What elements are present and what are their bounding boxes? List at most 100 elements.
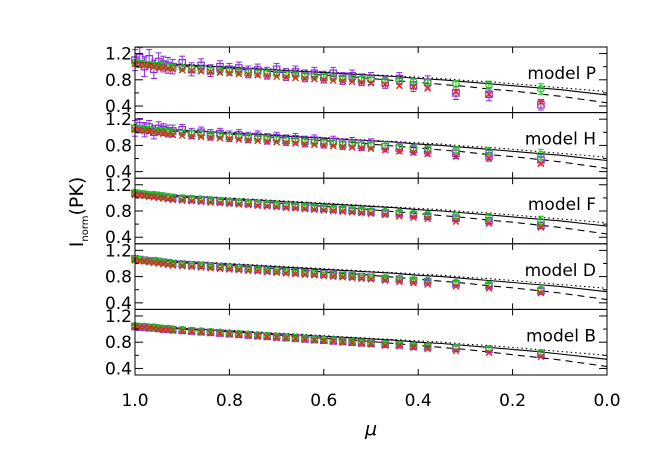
data-point-cross — [301, 336, 309, 344]
panel-4: 1.2 0.8 0.4 model B — [105, 307, 608, 379]
data-point-cross — [188, 132, 196, 140]
panel-3: 1.2 0.8 0.4 model D — [105, 241, 608, 314]
data-point-cross — [367, 210, 375, 218]
data-point-square — [485, 90, 493, 99]
panel-2: 1.2 0.8 0.4 model F — [105, 176, 608, 248]
data-point-circle — [225, 329, 234, 337]
y-tick-label: 1.2 — [105, 176, 132, 196]
data-point-cross — [395, 342, 403, 350]
data-point-cross — [254, 137, 262, 145]
y-tick-label: 0.8 — [105, 333, 132, 353]
x-tick-label: 0.6 — [310, 391, 337, 411]
data-point-cross — [169, 65, 177, 73]
data-point-circle — [485, 213, 493, 221]
data-point-circle — [348, 272, 356, 280]
x-tick-label: 1.0 — [121, 391, 148, 411]
data-point-circle — [253, 265, 262, 274]
data-point-cross — [291, 74, 299, 82]
data-point-circle — [216, 328, 224, 337]
data-point-circle — [537, 150, 545, 159]
data-point-cross — [339, 143, 347, 151]
data-point-cross — [216, 265, 224, 273]
data-point-cross — [381, 211, 389, 219]
data-point-cross — [537, 353, 545, 361]
data-point-circle — [310, 335, 319, 343]
data-point-cross — [291, 270, 299, 278]
y-tick-label: 0.4 — [105, 97, 132, 117]
data-point-cross — [329, 142, 337, 150]
data-point-cross — [310, 141, 318, 149]
data-point-cross — [301, 74, 309, 82]
data-point-cross — [358, 144, 366, 152]
data-point-cross — [169, 196, 177, 204]
x-axis-title: μ — [364, 418, 377, 440]
data-point-cross — [197, 133, 205, 141]
data-point-cross — [282, 334, 290, 342]
data-point-circle — [244, 330, 253, 339]
data-point-cross — [235, 200, 243, 208]
data-point-circle — [291, 333, 300, 342]
data-point-cross — [424, 215, 432, 223]
data-point-circle — [197, 327, 205, 335]
data-point-cross — [367, 275, 375, 283]
data-point-cross — [235, 331, 243, 339]
data-point-circle — [537, 85, 545, 93]
data-point-circle — [187, 260, 196, 269]
panel-label: model H — [525, 130, 596, 150]
panel-label: model B — [526, 326, 596, 346]
data-point-cross — [409, 279, 417, 287]
data-point-circle — [282, 267, 290, 276]
data-point-cross — [424, 345, 432, 353]
data-point-cross — [537, 289, 545, 297]
data-point-cross — [409, 149, 417, 157]
data-point-circle — [197, 261, 205, 270]
data-point-cross — [310, 206, 318, 214]
data-point-cross — [244, 267, 252, 275]
data-point-circle — [485, 147, 493, 156]
data-point-cross — [381, 277, 389, 285]
data-point-cross — [381, 146, 389, 154]
data-point-cross — [263, 202, 271, 210]
data-point-circle — [253, 331, 262, 339]
data-point-cross — [188, 67, 196, 75]
data-point-cross — [329, 207, 337, 215]
data-point-cross — [348, 274, 356, 282]
data-point-circle — [244, 68, 253, 77]
data-point-cross — [207, 134, 215, 142]
data-point-circle — [329, 336, 338, 345]
data-point-cross — [207, 329, 215, 337]
data-point-cross — [329, 273, 337, 281]
panel-label: model D — [525, 261, 596, 281]
data-point-circle — [187, 326, 196, 335]
data-point-cross — [235, 266, 243, 274]
data-point-cross — [254, 267, 262, 275]
x-tick-label: 0.8 — [216, 391, 243, 411]
data-point-circle — [395, 142, 404, 151]
data-point-circle — [178, 260, 187, 268]
data-point-cross — [178, 197, 186, 204]
data-point-cross — [244, 332, 252, 340]
data-point-circle — [206, 262, 215, 270]
data-point-square — [452, 89, 460, 97]
data-point-cross — [320, 272, 328, 280]
data-point-cross — [273, 203, 281, 211]
data-point-circle — [206, 327, 215, 336]
data-point-cross — [216, 134, 224, 142]
data-point-cross — [485, 90, 493, 98]
panel-label: model P — [527, 64, 596, 84]
data-point-cross — [310, 336, 318, 344]
data-point-cross — [320, 337, 328, 345]
data-point-circle — [187, 64, 196, 73]
data-point-circle — [272, 332, 281, 341]
data-point-circle — [319, 335, 328, 344]
data-point-cross — [485, 155, 493, 163]
data-point-circle — [178, 325, 187, 334]
data-point-cross — [282, 204, 290, 212]
data-point-cross — [339, 208, 347, 216]
data-point-circle — [253, 69, 262, 78]
data-point-circle — [225, 263, 234, 272]
data-point-cross — [358, 340, 366, 348]
data-point-cross — [207, 264, 215, 272]
data-point-circle — [423, 210, 432, 219]
